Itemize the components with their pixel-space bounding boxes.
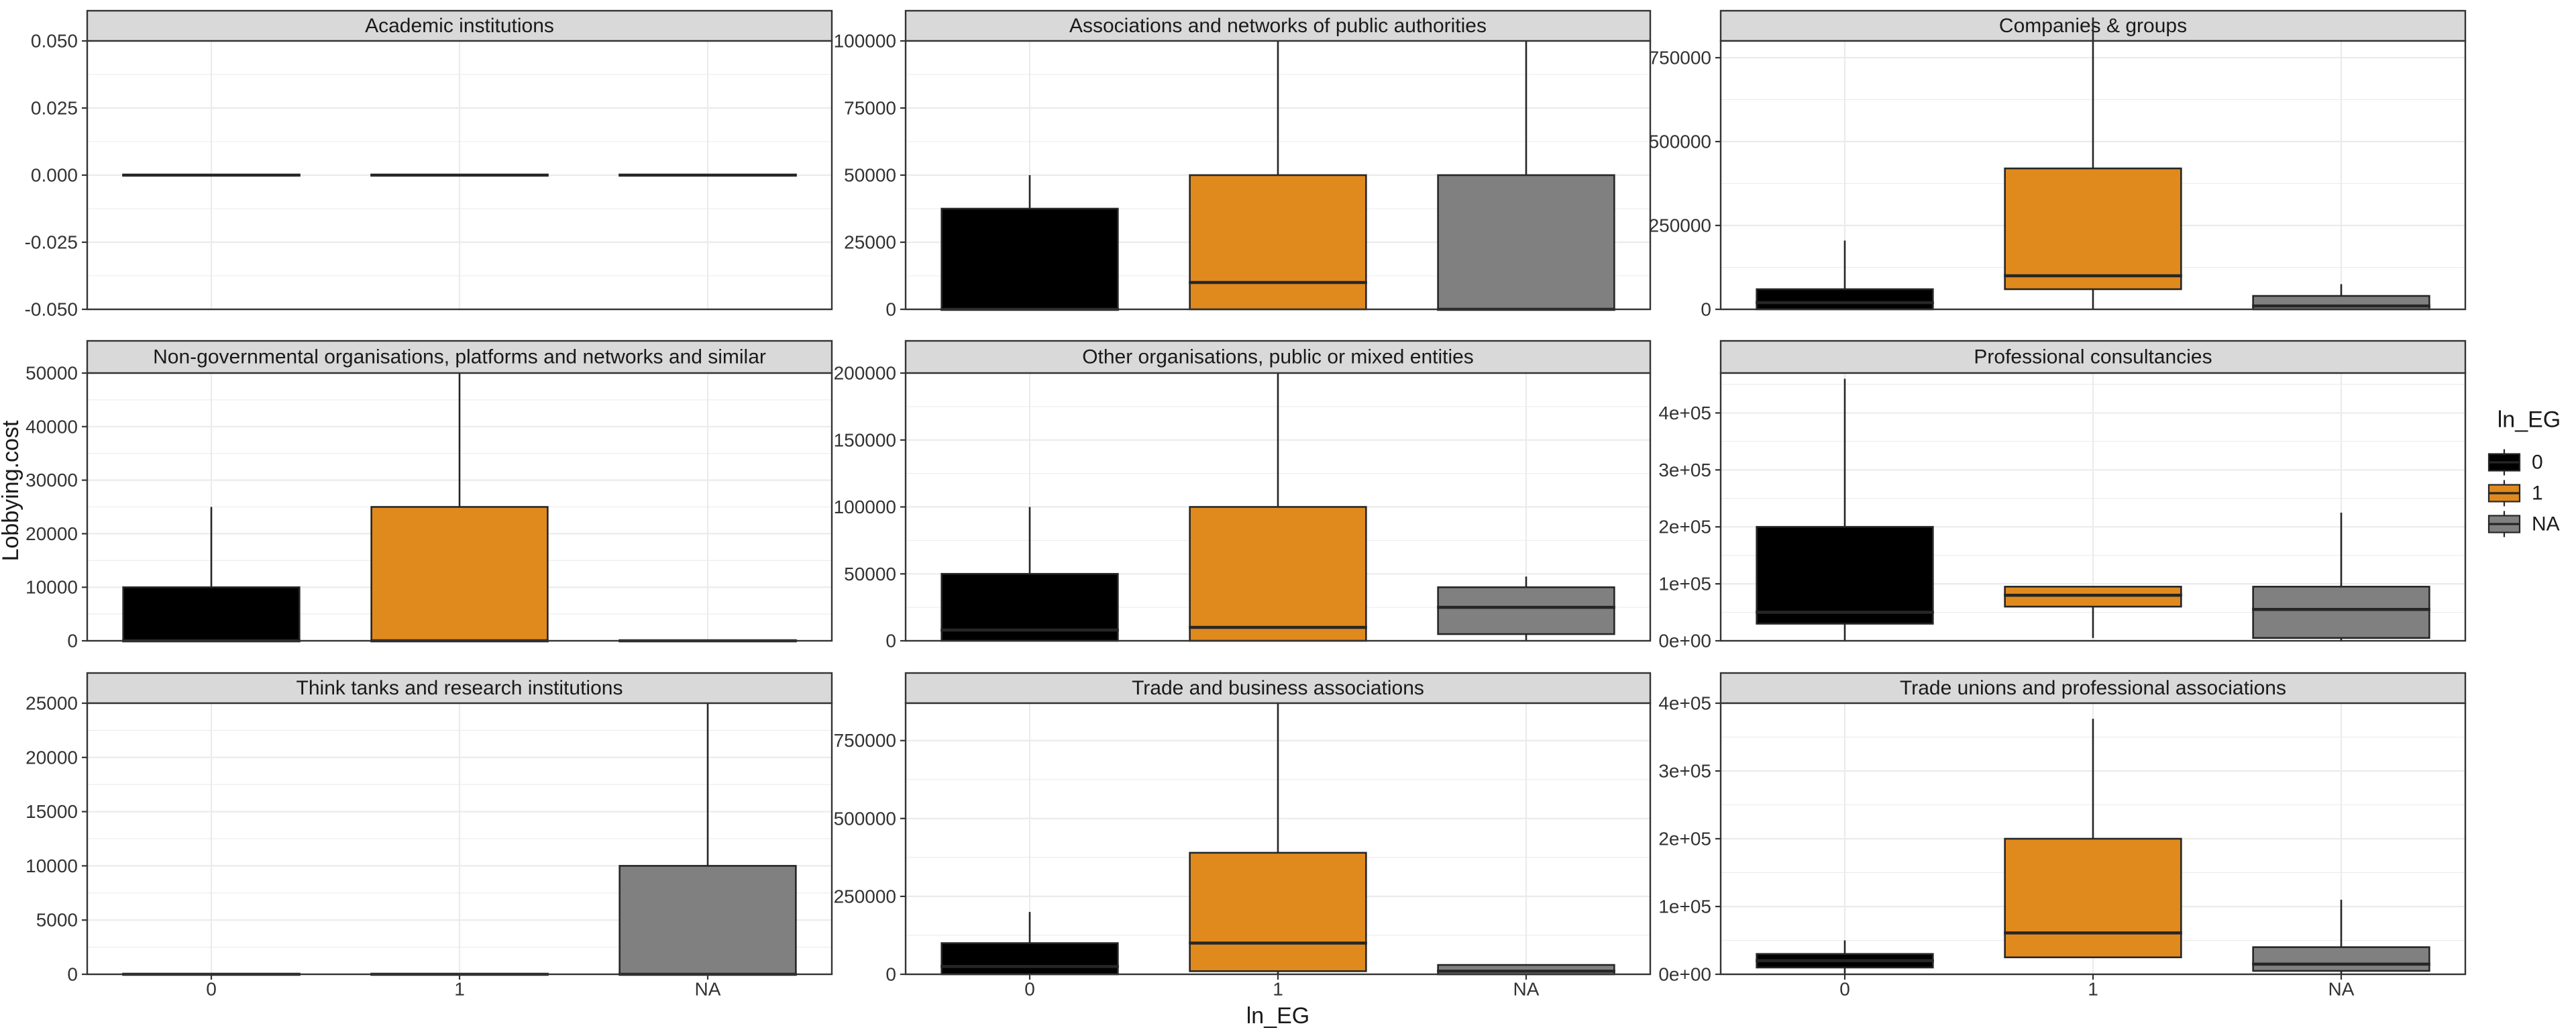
svg-text:10000: 10000 (25, 577, 78, 598)
svg-text:Academic institutions: Academic institutions (365, 15, 554, 37)
svg-text:ln_EG: ln_EG (2498, 407, 2561, 433)
svg-text:0e+00: 0e+00 (1658, 964, 1711, 985)
svg-text:Trade unions and professional: Trade unions and professional associatio… (1900, 677, 2286, 699)
svg-text:0e+00: 0e+00 (1658, 631, 1711, 652)
svg-text:250000: 250000 (834, 886, 896, 907)
svg-text:20000: 20000 (25, 523, 78, 544)
svg-text:200000: 200000 (834, 363, 896, 384)
svg-text:0: 0 (206, 979, 217, 1000)
svg-text:0: 0 (1024, 979, 1035, 1000)
svg-text:40000: 40000 (25, 416, 78, 437)
svg-text:50000: 50000 (844, 564, 896, 584)
svg-text:3e+05: 3e+05 (1658, 761, 1711, 782)
svg-text:100000: 100000 (834, 497, 896, 517)
svg-text:2e+05: 2e+05 (1658, 829, 1711, 849)
svg-text:1e+05: 1e+05 (1658, 896, 1711, 917)
svg-text:500000: 500000 (1649, 132, 1711, 152)
svg-text:10000: 10000 (25, 856, 78, 876)
svg-text:0.025: 0.025 (31, 98, 78, 119)
svg-text:NA: NA (1513, 979, 1540, 1000)
svg-text:Trade and business association: Trade and business associations (1132, 677, 1424, 699)
svg-text:Think tanks and research insti: Think tanks and research institutions (297, 677, 623, 699)
svg-text:750000: 750000 (834, 730, 896, 751)
svg-text:20000: 20000 (25, 747, 78, 768)
svg-text:1: 1 (1273, 979, 1283, 1000)
svg-text:50000: 50000 (25, 363, 78, 384)
svg-text:0.050: 0.050 (31, 31, 78, 52)
svg-text:1: 1 (2088, 979, 2098, 1000)
svg-text:30000: 30000 (25, 470, 78, 490)
svg-text:NA: NA (2532, 513, 2560, 535)
svg-text:75000: 75000 (844, 98, 896, 119)
svg-text:NA: NA (695, 979, 721, 1000)
svg-text:150000: 150000 (834, 429, 896, 450)
svg-text:Associations and networks of p: Associations and networks of public auth… (1069, 15, 1487, 37)
svg-text:-0.050: -0.050 (25, 299, 78, 320)
svg-text:50000: 50000 (844, 165, 896, 186)
svg-text:500000: 500000 (834, 808, 896, 829)
svg-text:0.000: 0.000 (31, 165, 78, 186)
svg-text:1: 1 (454, 979, 465, 1000)
svg-text:750000: 750000 (1649, 48, 1711, 68)
svg-text:1e+05: 1e+05 (1658, 574, 1711, 594)
svg-text:25000: 25000 (844, 232, 896, 253)
svg-text:Lobbying.cost: Lobbying.cost (0, 420, 23, 561)
svg-text:100000: 100000 (834, 31, 896, 52)
svg-text:Non-governmental organisations: Non-governmental organisations, platform… (153, 346, 766, 368)
svg-text:1: 1 (2532, 482, 2543, 505)
svg-text:0: 0 (885, 631, 896, 652)
svg-text:0: 0 (885, 964, 896, 985)
svg-text:4e+05: 4e+05 (1658, 403, 1711, 423)
svg-text:250000: 250000 (1649, 215, 1711, 236)
svg-text:3e+05: 3e+05 (1658, 460, 1711, 480)
svg-text:0: 0 (67, 964, 78, 985)
svg-text:4e+05: 4e+05 (1658, 693, 1711, 714)
svg-text:NA: NA (2328, 979, 2355, 1000)
svg-text:0: 0 (885, 299, 896, 320)
svg-text:0: 0 (1701, 299, 1711, 320)
svg-text:Other organisations, public or: Other organisations, public or mixed ent… (1082, 346, 1474, 368)
svg-text:25000: 25000 (25, 693, 78, 714)
svg-text:2e+05: 2e+05 (1658, 517, 1711, 537)
svg-text:-0.025: -0.025 (25, 232, 78, 253)
svg-text:15000: 15000 (25, 801, 78, 822)
svg-text:0: 0 (1839, 979, 1850, 1000)
svg-text:ln_EG: ln_EG (1246, 1003, 1310, 1029)
svg-text:0: 0 (67, 631, 78, 652)
svg-text:Professional consultancies: Professional consultancies (1974, 346, 2212, 368)
svg-text:5000: 5000 (36, 910, 78, 931)
svg-text:0: 0 (2532, 452, 2543, 474)
